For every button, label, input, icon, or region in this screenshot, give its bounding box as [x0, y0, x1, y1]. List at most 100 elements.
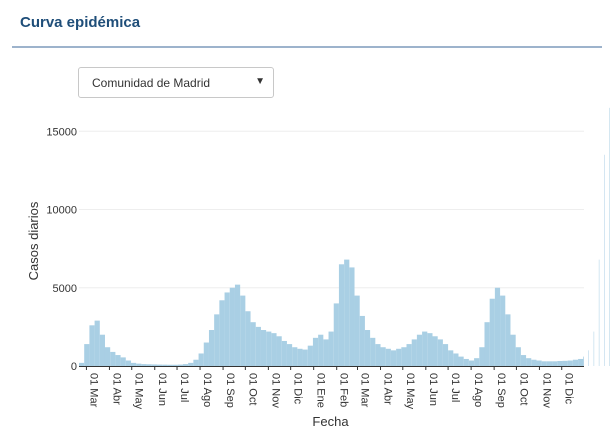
bar	[162, 364, 168, 366]
x-axis-label: Fecha	[312, 414, 349, 429]
grid-lines	[79, 130, 584, 289]
bar	[583, 356, 584, 366]
bar	[146, 364, 152, 366]
bar	[406, 344, 412, 366]
bar	[271, 333, 277, 366]
x-tick-label: 01 Oct	[517, 373, 529, 405]
bar	[598, 259, 600, 366]
x-tick-label: 01 Feb	[338, 373, 350, 407]
bar	[432, 336, 438, 366]
bar	[104, 347, 111, 366]
x-tick-label: 01 Mar	[87, 373, 99, 408]
x-tick-label: 01 Ago	[201, 373, 213, 407]
bar	[276, 336, 282, 366]
bar	[89, 325, 95, 366]
bar	[302, 349, 308, 366]
y-tick-label: 0	[71, 361, 77, 373]
bar	[500, 295, 506, 366]
bar	[245, 311, 251, 366]
x-tick-label: 01 Abr	[382, 373, 394, 405]
bar	[79, 362, 85, 366]
x-tick-label: 01 Jun	[156, 373, 168, 406]
bar	[141, 364, 147, 366]
bar	[385, 348, 391, 366]
bar	[572, 359, 579, 366]
bar	[463, 358, 469, 366]
bar	[359, 315, 365, 366]
x-tick-label: 01 Ene	[315, 373, 327, 408]
bar	[562, 360, 568, 366]
bar	[401, 347, 407, 366]
bar	[318, 334, 324, 366]
bar	[380, 347, 386, 366]
y-axis-label: Casos diarios	[26, 201, 41, 280]
x-tick-label: 01 Mar	[359, 373, 371, 408]
bar	[557, 360, 563, 366]
x-tick-label: 01 Sep	[224, 373, 236, 408]
bar	[333, 303, 339, 366]
title-divider	[12, 46, 602, 48]
bar	[458, 356, 464, 366]
bar	[234, 284, 241, 366]
bar	[520, 355, 527, 366]
bar	[411, 339, 417, 366]
x-tick-label: 01 Abr	[110, 373, 122, 405]
bar	[349, 267, 355, 366]
bar	[328, 331, 334, 366]
bar	[489, 298, 495, 366]
bar	[494, 287, 501, 366]
bars	[79, 107, 610, 366]
bar	[474, 358, 480, 366]
bar	[292, 347, 298, 366]
bar	[526, 358, 532, 366]
x-axis-ticks: 01 Mar 01 Abr 01 May 01 Jun 01 Jul 01 Ago 01 S…	[85, 366, 575, 410]
bar	[214, 314, 220, 366]
bar	[260, 330, 267, 366]
bar	[510, 334, 516, 366]
bar	[312, 337, 319, 366]
bar	[167, 364, 173, 366]
bar	[94, 320, 100, 366]
bar	[437, 339, 443, 366]
bar	[479, 347, 485, 366]
page-title: Curva epidémica	[20, 14, 141, 31]
bar	[364, 330, 371, 366]
bar	[182, 364, 189, 366]
y-tick-label: 15000	[46, 126, 77, 138]
bar	[156, 364, 163, 366]
bar	[130, 362, 137, 366]
bar	[99, 334, 105, 366]
bar	[604, 154, 605, 366]
bar	[286, 344, 293, 366]
x-tick-label: 01 Sep	[495, 373, 507, 408]
bar	[120, 357, 126, 366]
bar	[136, 363, 142, 366]
bar	[281, 340, 287, 366]
x-tick-label: 01 Dic	[563, 373, 575, 405]
region-select[interactable]: Comunidad de Madrid ▼	[78, 67, 274, 98]
bar	[188, 362, 194, 366]
bar	[208, 330, 215, 366]
x-tick-label: 01 Ago	[472, 373, 484, 407]
bar	[448, 350, 454, 366]
x-tick-label: 01 Jul	[178, 373, 190, 402]
bar	[578, 358, 584, 366]
bar	[541, 361, 547, 366]
bar	[151, 364, 157, 366]
y-tick-label: 5000	[53, 283, 77, 295]
bar	[567, 360, 573, 366]
bar	[307, 345, 313, 366]
chevron-down-icon: ▼	[255, 76, 265, 87]
x-tick-label: 01 May	[133, 373, 145, 410]
x-tick-label: 01 Dic	[292, 373, 304, 405]
bar	[250, 322, 256, 366]
bar	[224, 292, 230, 366]
bar	[177, 364, 183, 366]
bar	[396, 348, 402, 366]
bar	[354, 295, 360, 366]
bar	[193, 359, 199, 366]
bar	[370, 337, 376, 366]
x-tick-label: 01 Nov	[269, 373, 281, 408]
bar	[536, 360, 542, 366]
